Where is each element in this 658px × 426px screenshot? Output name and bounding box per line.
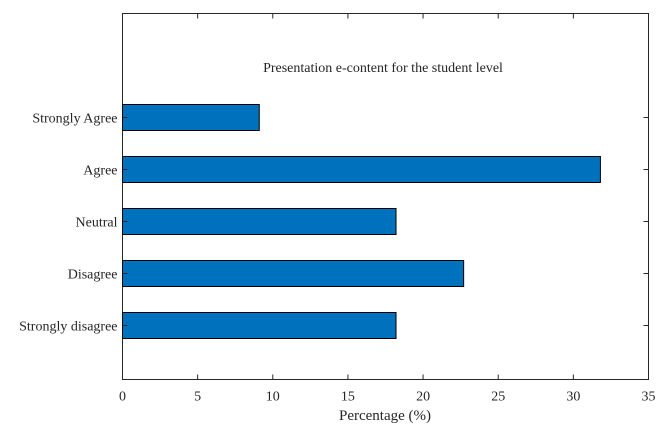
x-tick-label: 25 <box>491 390 505 405</box>
bar-strongly-disagree <box>122 312 397 339</box>
bar-strongly-agree <box>122 104 260 131</box>
x-axis-title: Percentage (%) <box>339 408 431 424</box>
bar-disagree <box>122 260 465 287</box>
category-label-neutral: Neutral <box>76 216 118 231</box>
x-tick-label: 15 <box>341 390 355 405</box>
category-labels-group: Strongly Agree Agree Neutral Disagree Strong… <box>19 112 117 335</box>
x-tick-label: 20 <box>416 390 430 405</box>
x-tick-label: 10 <box>266 390 280 405</box>
x-tick-label: 35 <box>642 390 656 405</box>
category-label-agree: Agree <box>83 164 117 179</box>
x-tick-label: 5 <box>194 390 201 405</box>
x-tick-label: 0 <box>119 390 126 405</box>
x-tick-label: 30 <box>566 390 580 405</box>
bar-agree <box>122 156 601 183</box>
x-axis-ticks-group: 0 5 10 15 20 25 30 35 <box>119 13 656 405</box>
plot-frame <box>122 13 649 380</box>
category-label-strongly-disagree: Strongly disagree <box>19 320 117 335</box>
chart-title: Presentation e-content for the student l… <box>263 61 503 76</box>
bars-group <box>122 104 601 339</box>
category-label-strongly-agree: Strongly Agree <box>32 112 117 127</box>
category-label-disagree: Disagree <box>68 268 118 283</box>
bar-neutral <box>122 208 397 235</box>
